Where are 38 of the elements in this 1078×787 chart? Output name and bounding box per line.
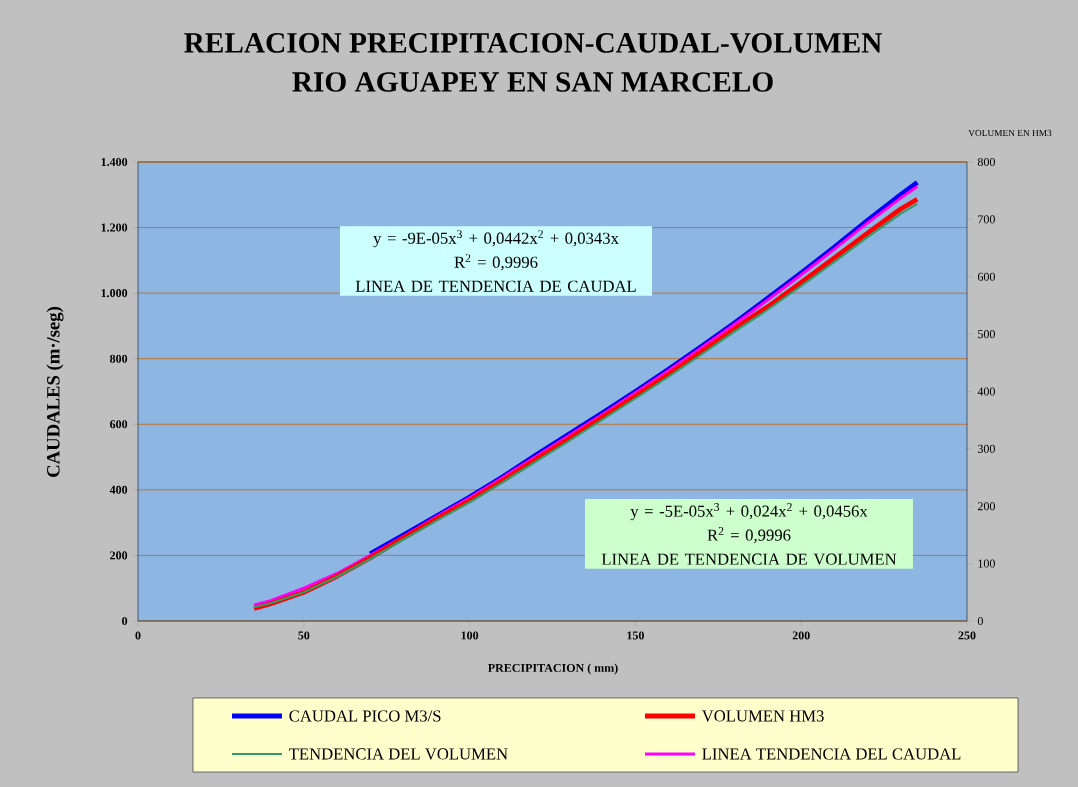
legend-label: LINEA TENDENCIA DEL CAUDAL — [702, 748, 961, 760]
y2-tick-label: 800 — [977, 157, 995, 167]
y2-tick-label: 400 — [977, 387, 995, 396]
y-axis-title: CAUDALES (m·/seg) — [46, 307, 64, 477]
legend-label: CAUDAL PICO M3/S — [289, 710, 441, 722]
annotation: y = -9E-05x$^{3}$ + 0,0442x$^{2}$ + 0,0343x — [373, 230, 619, 248]
y2-axis-title: VOLUMEN EN HM3 — [968, 129, 1052, 137]
annotation: y = -5E-05x$^{3}$ + 0,024x$^{2}$ + 0,0456x — [630, 503, 868, 521]
y-tick-label: 200 — [110, 551, 128, 560]
y2-tick-label: 0 — [977, 616, 983, 626]
x-tick-label: 250 — [958, 631, 976, 640]
y-tick-label: 1.200 — [101, 223, 128, 232]
y2-tick-label: 600 — [977, 272, 995, 281]
y2-tick-label: 500 — [978, 330, 995, 339]
x-axis-title: PRECIPITACION ( mm) — [488, 663, 618, 675]
x-tick-label: 200 — [792, 631, 810, 640]
y-tick-label: 1.000 — [101, 289, 128, 298]
y-tick-label: 600 — [110, 420, 128, 429]
annotation: R$^{2}$ = 0,9996 — [707, 527, 791, 544]
chart-title: RELACION PRECIPITACION-CAUDAL-VOLUMEN — [184, 33, 882, 53]
x-tick-label: 0 — [135, 631, 141, 640]
y2-tick-label: 700 — [978, 215, 995, 224]
legend-label: TENDENCIA DEL VOLUMEN — [289, 748, 508, 760]
legend-label: VOLUMEN HM3 — [701, 710, 824, 722]
y-tick-label: 800 — [110, 354, 128, 363]
y-tick-label: 0 — [122, 616, 128, 626]
annotation: LINEA DE TENDENCIA DE VOLUMEN — [601, 553, 897, 565]
y-tick-label: 1.400 — [101, 157, 128, 167]
y-tick-label: 400 — [109, 485, 128, 494]
x-tick-label: 150 — [627, 631, 644, 640]
x-tick-label: 100 — [461, 631, 479, 640]
y2-tick-label: 300 — [977, 444, 995, 453]
chart-subtitle: RIO AGUAPEY EN SAN MARCELO — [292, 72, 773, 92]
annotation: R$^{2}$ = 0,9996 — [454, 254, 538, 271]
y2-tick-label: 200 — [977, 502, 995, 511]
x-tick-label: 50 — [298, 631, 310, 640]
y2-tick-label: 100 — [978, 559, 995, 568]
annotation: LINEA DE TENDENCIA DE CAUDAL — [355, 280, 636, 292]
